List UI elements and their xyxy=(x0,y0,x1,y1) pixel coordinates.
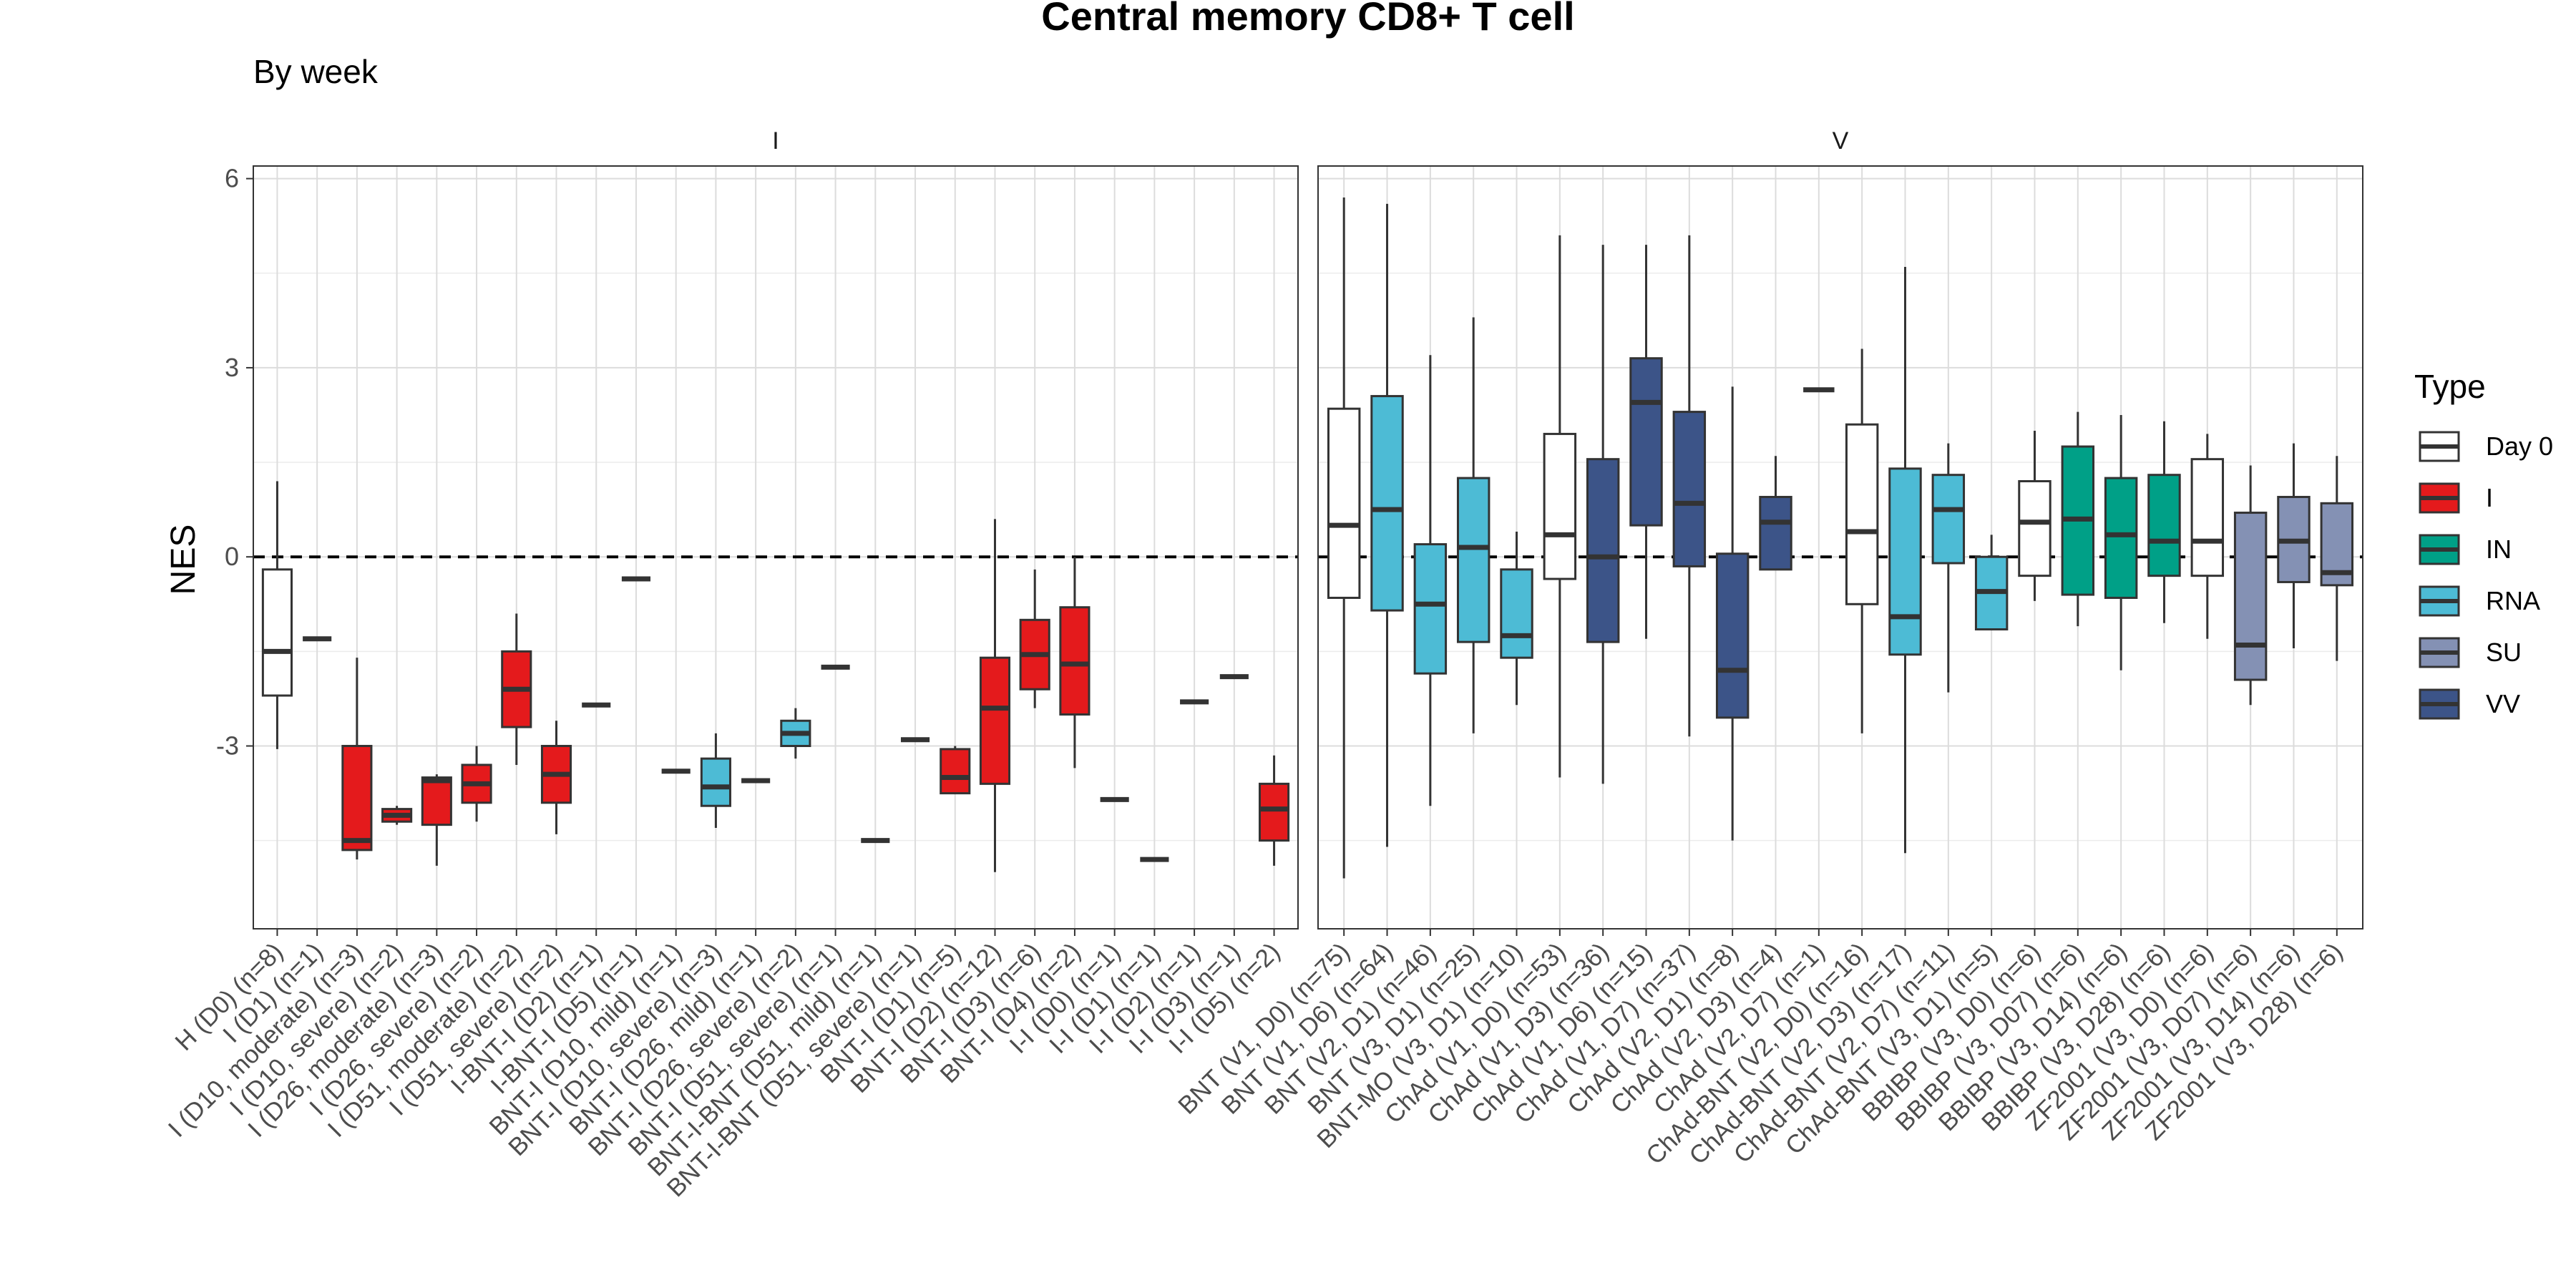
box-body xyxy=(2104,477,2138,599)
box-body xyxy=(1586,458,1620,643)
box-0-5 xyxy=(461,746,492,822)
y-tick-label: 0 xyxy=(225,542,239,571)
box-body xyxy=(1543,432,1577,580)
plot-area: -3 0 3 6IH (D0) (n=8)I (D1) (n=1)I (D10, mo… xyxy=(163,120,2363,1202)
box-1-0 xyxy=(1327,197,1361,879)
legend-item-0: Day 0 xyxy=(2419,431,2553,462)
box-0-3 xyxy=(381,806,413,825)
legend-label: IN xyxy=(2486,535,2512,564)
box-1-21 xyxy=(2233,465,2268,706)
box-body xyxy=(1259,782,1290,842)
chart-title: Central memory CD8+ T cell xyxy=(1041,0,1574,39)
y-tick-label: 3 xyxy=(225,353,239,382)
facet-strip-label: V xyxy=(1833,127,1849,155)
box-1-9 xyxy=(1715,386,1750,841)
box-body xyxy=(1327,407,1361,599)
box-1-5 xyxy=(1543,235,1577,778)
box-1-14 xyxy=(1931,443,1966,693)
box-0-4 xyxy=(421,774,452,866)
box-1-16 xyxy=(2018,431,2051,601)
box-body xyxy=(2233,512,2268,681)
box-1-17 xyxy=(2061,411,2095,627)
legend-label: VV xyxy=(2486,689,2520,718)
box-body xyxy=(700,757,731,807)
box-0-7 xyxy=(540,721,572,834)
box-0-25 xyxy=(1259,755,1290,866)
box-0-2 xyxy=(341,658,373,860)
box-1-10 xyxy=(1759,456,1792,571)
box-0-6 xyxy=(501,613,532,765)
panel-border xyxy=(253,165,1299,930)
legend: Type Day 0 I IN RNA SU VV xyxy=(2414,368,2553,720)
box-body xyxy=(341,745,373,852)
y-axis-label: NES xyxy=(165,525,203,595)
box-body xyxy=(1059,606,1091,716)
box-body xyxy=(1715,552,1750,719)
legend-item-3: RNA xyxy=(2419,585,2540,617)
box-0-11 xyxy=(700,733,731,829)
legend-item-4: SU xyxy=(2419,637,2522,668)
box-1-13 xyxy=(1888,266,1922,854)
legend-label: Day 0 xyxy=(2486,431,2553,461)
box-body xyxy=(1672,411,1707,567)
y-tick-label: -3 xyxy=(216,731,239,761)
box-body xyxy=(261,568,293,697)
y-tick-label: 6 xyxy=(225,164,239,193)
box-body xyxy=(2190,458,2225,577)
box-1-2 xyxy=(1413,355,1448,806)
facet-strip xyxy=(253,120,1298,162)
box-body xyxy=(2147,474,2181,577)
box-body xyxy=(1456,477,1491,643)
box-1-18 xyxy=(2104,414,2138,670)
box-body xyxy=(940,748,971,795)
box-1-6 xyxy=(1586,245,1620,784)
box-0-19 xyxy=(1019,569,1050,708)
box-0-20 xyxy=(1059,557,1091,769)
panel-background xyxy=(1318,166,2363,929)
panel-border xyxy=(1317,165,2363,930)
box-body xyxy=(1888,467,1922,656)
box-1-19 xyxy=(2147,421,2181,623)
legend-title: Type xyxy=(2414,368,2486,405)
box-body xyxy=(1759,496,1792,571)
chart-subtitle: By week xyxy=(253,53,379,90)
box-1-22 xyxy=(2277,443,2311,648)
legend-label: I xyxy=(2486,483,2493,512)
box-body xyxy=(1370,395,1404,612)
box-0-0 xyxy=(261,481,293,749)
facet-strip-label: I xyxy=(772,127,779,155)
box-body xyxy=(1413,543,1448,675)
legend-label: SU xyxy=(2486,638,2522,667)
box-1-8 xyxy=(1672,235,1707,737)
box-1-7 xyxy=(1629,245,1663,639)
box-1-20 xyxy=(2190,434,2225,639)
legend-item-1: I xyxy=(2419,482,2493,514)
legend-label: RNA xyxy=(2486,586,2540,615)
box-0-18 xyxy=(979,519,1011,872)
box-1-23 xyxy=(2320,456,2354,661)
box-body xyxy=(1845,423,1879,605)
box-1-1 xyxy=(1370,203,1404,847)
facet-strip xyxy=(1318,120,2363,162)
box-body xyxy=(979,656,1011,785)
box-body xyxy=(421,776,452,826)
box-0-17 xyxy=(940,746,971,795)
legend-item-5: VV xyxy=(2419,688,2520,720)
box-1-4 xyxy=(1500,531,1533,706)
box-1-12 xyxy=(1845,348,1879,733)
box-0-13 xyxy=(780,708,811,759)
box-body xyxy=(2018,479,2051,577)
box-1-3 xyxy=(1456,317,1491,733)
box-1-15 xyxy=(1974,535,2009,631)
legend-item-2: IN xyxy=(2419,534,2512,565)
facet-panel-I: IH (D0) (n=8)I (D1) (n=1)I (D10, moderat… xyxy=(163,120,1299,1202)
box-body xyxy=(1931,474,1966,565)
box-body xyxy=(1629,357,1663,527)
box-body xyxy=(1500,568,1533,659)
